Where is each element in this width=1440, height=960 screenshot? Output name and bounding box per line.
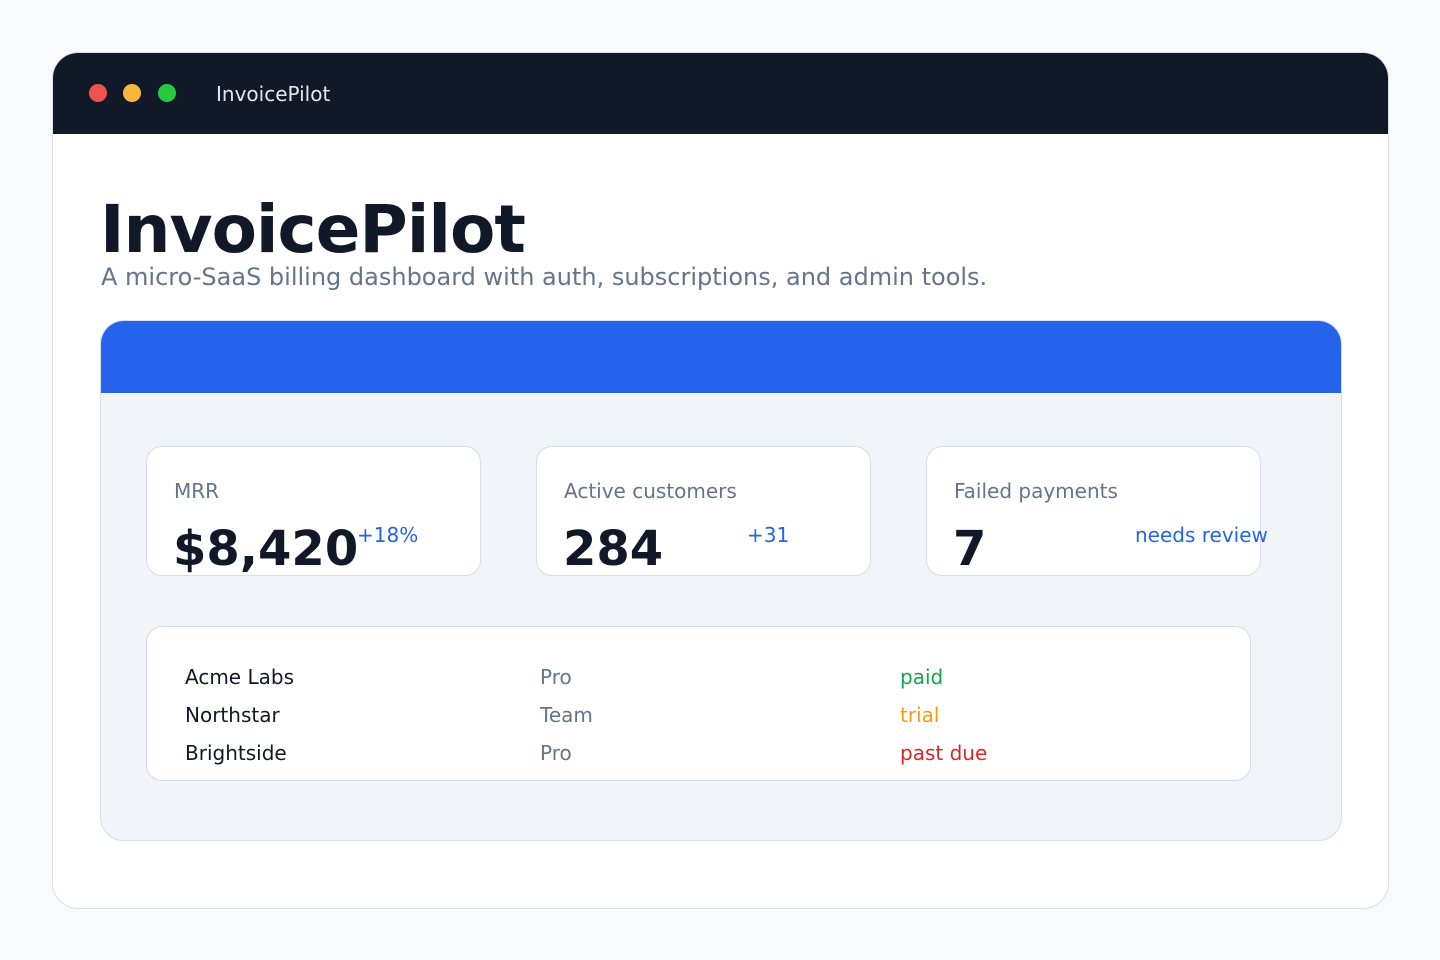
metric-value: 284 [563,521,664,577]
customer-plan: Team [540,703,593,727]
page-title: InvoicePilot [100,191,526,268]
customer-name: Northstar [185,703,280,727]
customer-status: past due [900,741,988,765]
metric-card-failed-payments: Failed payments 7 needs review [926,446,1268,577]
table-row[interactable]: Northstar Team trial [147,696,1250,734]
window-titlebar: InvoicePilot [53,53,1388,134]
customer-status: trial [900,703,940,727]
dashboard-panel: MRR $8,420 +18% Active customers 284 +31… [100,320,1342,841]
metric-label: Failed payments [954,479,1118,503]
table-row[interactable]: Acme Labs Pro paid [147,658,1250,696]
metric-label: Active customers [564,479,737,503]
customer-plan: Pro [540,741,572,765]
metric-value: 7 [953,521,987,577]
metric-card-active-customers: Active customers 284 +31 [536,446,871,577]
app-window: InvoicePilot InvoicePilot A micro-SaaS b… [52,52,1389,909]
metric-delta: +31 [747,523,790,547]
window-title: InvoicePilot [216,82,331,106]
metric-value: $8,420 [173,521,359,577]
dashboard-header-bar [101,321,1341,393]
customers-table: Acme Labs Pro paid Northstar Team trial … [146,626,1251,781]
customer-plan: Pro [540,665,572,689]
customer-name: Brightside [185,741,287,765]
metric-delta-link[interactable]: needs review [1135,523,1268,547]
close-window-button[interactable] [89,84,107,102]
table-row[interactable]: Brightside Pro past due [147,734,1250,772]
maximize-window-button[interactable] [158,84,176,102]
metric-delta: +18% [357,523,419,547]
page-subtitle: A micro-SaaS billing dashboard with auth… [101,263,988,291]
customer-name: Acme Labs [185,665,294,689]
minimize-window-button[interactable] [123,84,141,102]
metric-card-mrr: MRR $8,420 +18% [146,446,481,577]
metric-label: MRR [174,479,220,503]
customer-status: paid [900,665,944,689]
